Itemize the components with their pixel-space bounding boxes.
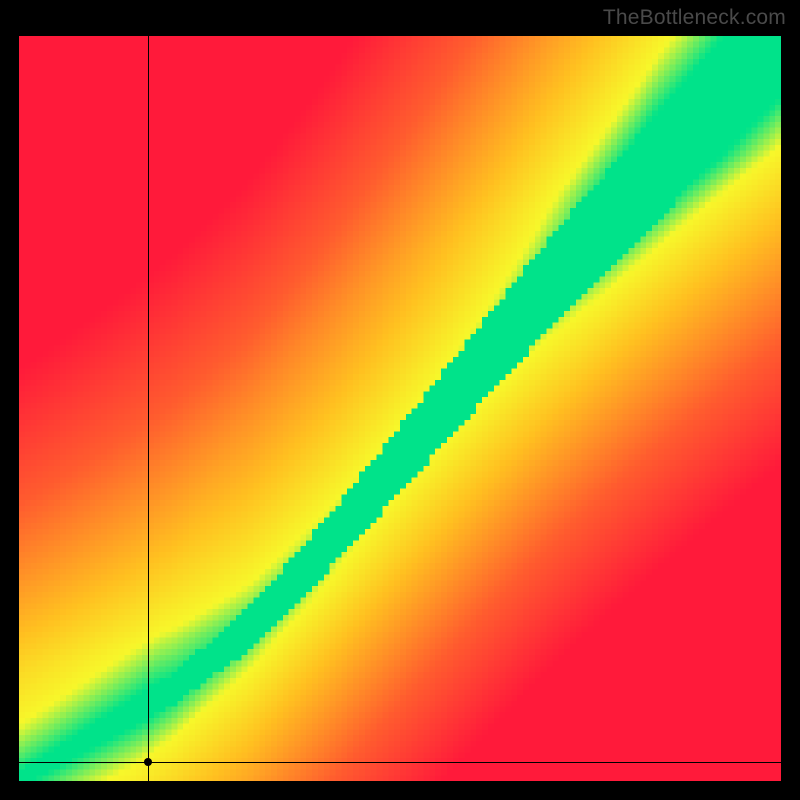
chart-container: TheBottleneck.com	[0, 0, 800, 800]
heatmap-canvas	[19, 36, 781, 781]
crosshair-vertical	[148, 36, 149, 781]
crosshair-horizontal	[19, 762, 781, 763]
plot-area	[19, 36, 781, 781]
watermark-text: TheBottleneck.com	[603, 6, 786, 30]
